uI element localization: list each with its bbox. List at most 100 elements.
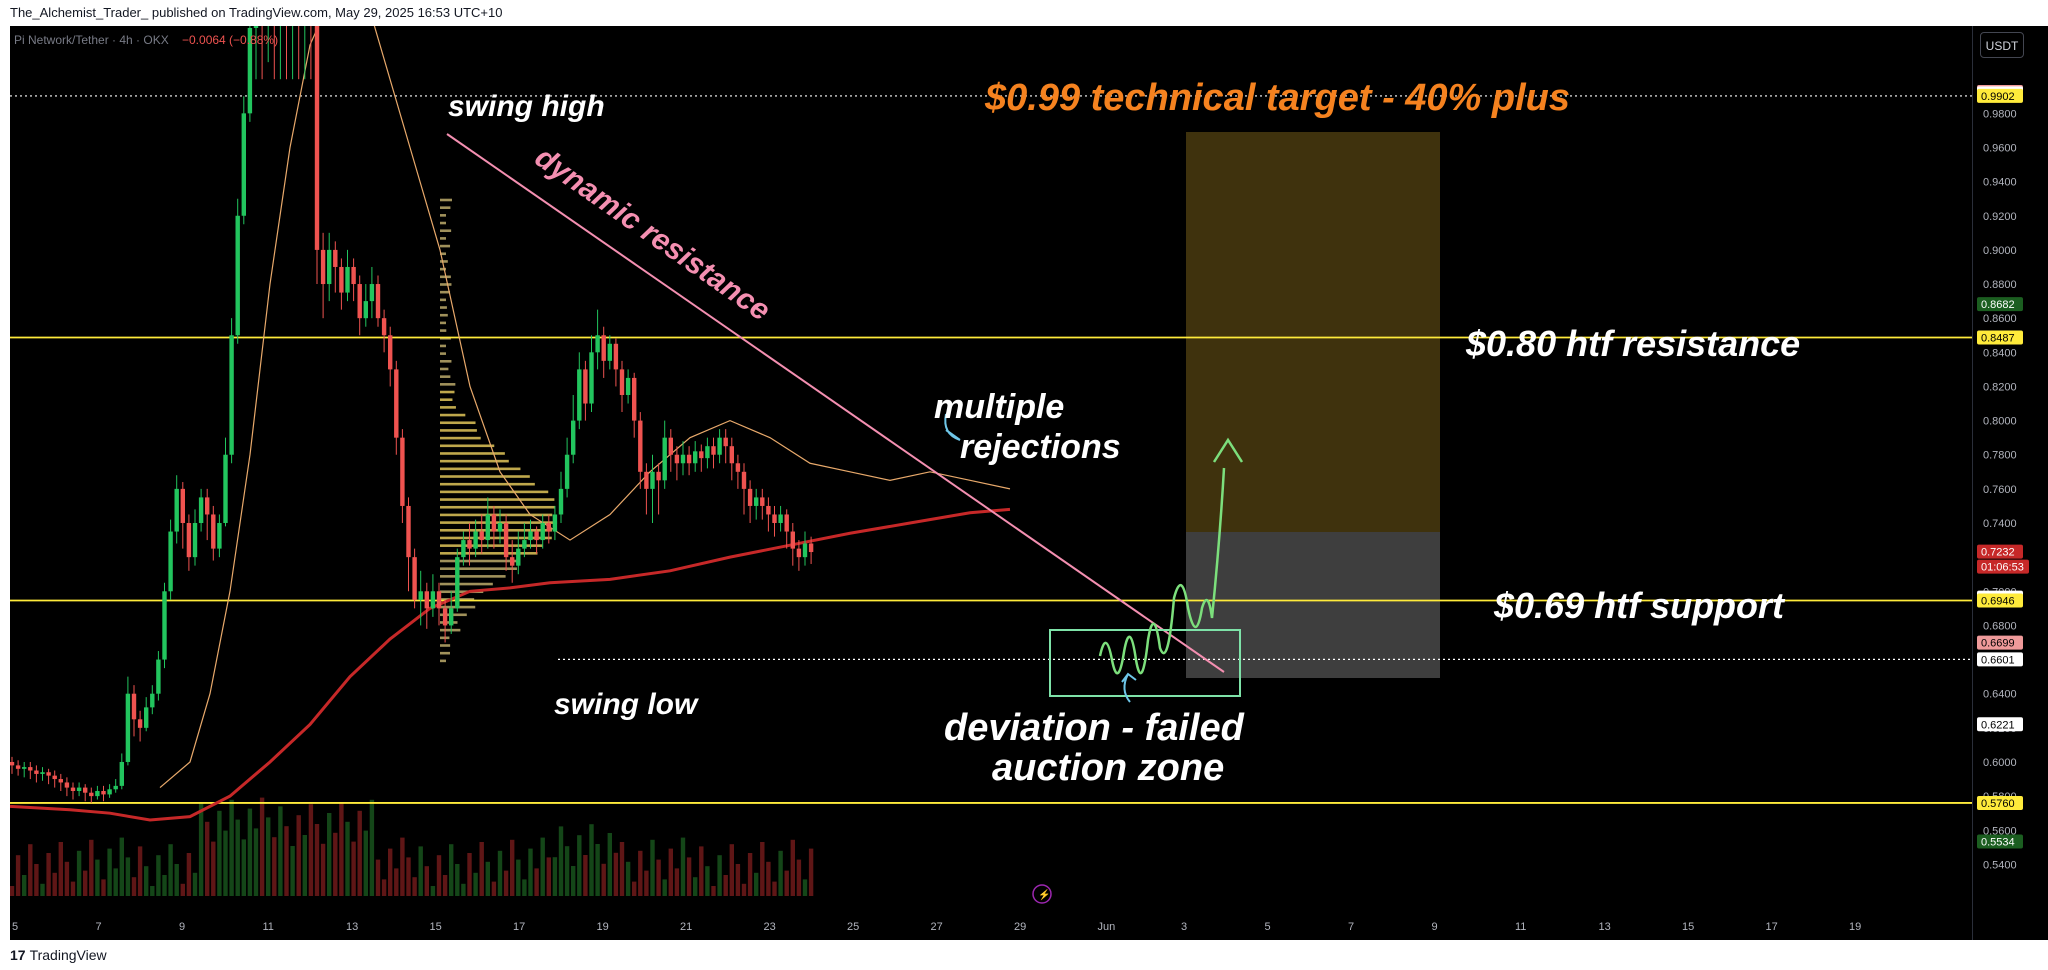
volume-bar — [803, 879, 807, 896]
swing-high-label: swing high — [448, 90, 605, 123]
volume-profile-bar — [440, 437, 481, 440]
volume-profile-bar — [440, 567, 517, 570]
volume-bar — [71, 882, 75, 896]
candle-body — [687, 455, 691, 464]
volume-bar — [638, 851, 642, 896]
candle-body — [437, 591, 441, 608]
candle-body — [370, 284, 374, 301]
candle-body — [534, 532, 538, 541]
candle-body — [553, 514, 557, 531]
volume-profile-bar — [440, 652, 450, 655]
volume-bar — [187, 853, 191, 896]
y-tick-label: 0.9600 — [1983, 142, 2017, 154]
candle-body — [16, 765, 20, 768]
candle-body — [419, 591, 423, 600]
moving-averages — [10, 26, 1010, 820]
stop-box — [1186, 532, 1440, 678]
volume-bar — [675, 868, 679, 896]
candle-body — [559, 489, 563, 515]
volume-bar — [419, 846, 423, 896]
volume-bar — [687, 857, 691, 896]
volume-bar — [486, 862, 490, 896]
volume-bar — [351, 842, 355, 896]
x-tick-label: 9 — [1432, 921, 1438, 933]
candle-body — [724, 438, 728, 447]
volume-bar — [107, 849, 111, 896]
volume-bar — [34, 864, 38, 896]
volume-bar — [583, 855, 587, 896]
volume-profile-bar — [440, 514, 552, 517]
volume-profile-bar — [440, 491, 548, 494]
replay-icon[interactable]: ⚡ — [1033, 885, 1051, 903]
time-axis[interactable]: 5 7 9 11 13 15 17 19 21 23 25 27 29 Jun 3 5 7 9 11 13 15 17 19 — [10, 910, 1972, 940]
volume-bar — [83, 871, 87, 896]
x-tick-label: 15 — [1682, 921, 1694, 933]
volume-bar — [309, 804, 313, 896]
volume-bar — [528, 849, 532, 896]
candle-body — [321, 250, 325, 284]
candle-body — [492, 514, 496, 531]
x-tick-label: 7 — [96, 921, 102, 933]
volume-bar — [156, 855, 160, 896]
candle-body — [425, 591, 429, 608]
candle-body — [254, 26, 258, 28]
price-label-text: 0.6221 — [1981, 719, 2015, 731]
candle-body — [382, 318, 386, 335]
target-label: $0.99 technical target - 40% plus — [984, 77, 1570, 119]
volume-bar — [565, 846, 569, 896]
volume-bar — [699, 846, 703, 896]
volume-bar — [516, 860, 520, 896]
x-tick-label: 11 — [263, 921, 274, 933]
volume-bar — [254, 828, 258, 896]
volume-bar — [797, 860, 801, 896]
currency-button[interactable]: USDT — [1980, 32, 2024, 58]
volume-bar — [595, 844, 599, 896]
publish-info: The_Alchemist_Trader_ published on Tradi… — [10, 5, 502, 20]
volume-profile-bar — [440, 552, 537, 555]
volume-bar — [785, 871, 789, 896]
volume-profile-bar — [440, 229, 451, 232]
volume-profile-bar — [440, 560, 520, 563]
volume-profile-bar — [440, 660, 446, 663]
volume-bar — [205, 822, 209, 896]
volume-profile-bar — [440, 299, 446, 302]
volume-profile-bar — [440, 406, 456, 409]
tradingview-logo-icon: 17 — [10, 947, 26, 963]
candle-body — [187, 523, 191, 557]
deviation-label: deviation - failed — [944, 707, 1245, 749]
volume-bar — [236, 820, 240, 896]
price-chart[interactable]: swing high swing low dynamic resistance … — [10, 26, 1972, 910]
volume-bar — [693, 877, 697, 896]
volume-bar — [791, 840, 795, 896]
candle-body — [223, 455, 227, 523]
x-tick-label: 3 — [1181, 921, 1187, 933]
volume-bar — [754, 873, 758, 896]
volume-bar — [614, 853, 618, 896]
volume-bar — [748, 853, 752, 896]
candle-body — [778, 514, 782, 523]
candle-body — [339, 267, 343, 293]
candle-body — [644, 472, 648, 489]
volume-profile-bar — [440, 352, 446, 355]
price-axis[interactable]: 1.02000.98000.96000.94000.92000.90000.88… — [1972, 26, 2048, 940]
candle-body — [71, 788, 75, 791]
volume-bar — [547, 857, 551, 896]
volume-bar — [461, 884, 465, 896]
deviation-arrow-icon — [1122, 674, 1136, 702]
volume-bar — [284, 826, 288, 896]
volume-bar — [272, 837, 276, 896]
candle-body — [193, 523, 197, 557]
y-tick-label: 0.9800 — [1983, 108, 2017, 120]
chart-area[interactable]: swing high swing low dynamic resistance … — [10, 26, 1972, 910]
candle-body — [59, 779, 63, 782]
volume-bar — [59, 842, 63, 896]
position-boxes — [1186, 132, 1440, 678]
y-tick-label: 0.8600 — [1983, 313, 2017, 325]
candle-body — [577, 369, 581, 420]
volume-bar — [534, 868, 538, 896]
y-tick-label: 0.6000 — [1983, 757, 2017, 769]
candle-body — [583, 369, 587, 403]
x-tick-label: 19 — [1849, 921, 1861, 933]
volume-profile-bar — [440, 206, 450, 209]
candle-body — [364, 301, 368, 318]
